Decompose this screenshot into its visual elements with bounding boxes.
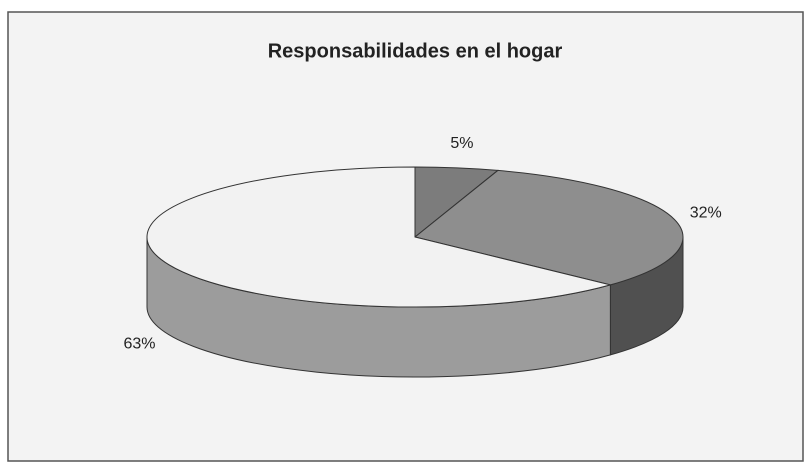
data-label: 5% <box>450 135 473 152</box>
pie-slice <box>146 166 613 308</box>
chart-title: Responsabilidades en el hogar <box>268 40 563 62</box>
data-label: 32% <box>690 205 722 222</box>
pie-slice <box>413 169 684 286</box>
data-label: 63% <box>124 336 156 353</box>
